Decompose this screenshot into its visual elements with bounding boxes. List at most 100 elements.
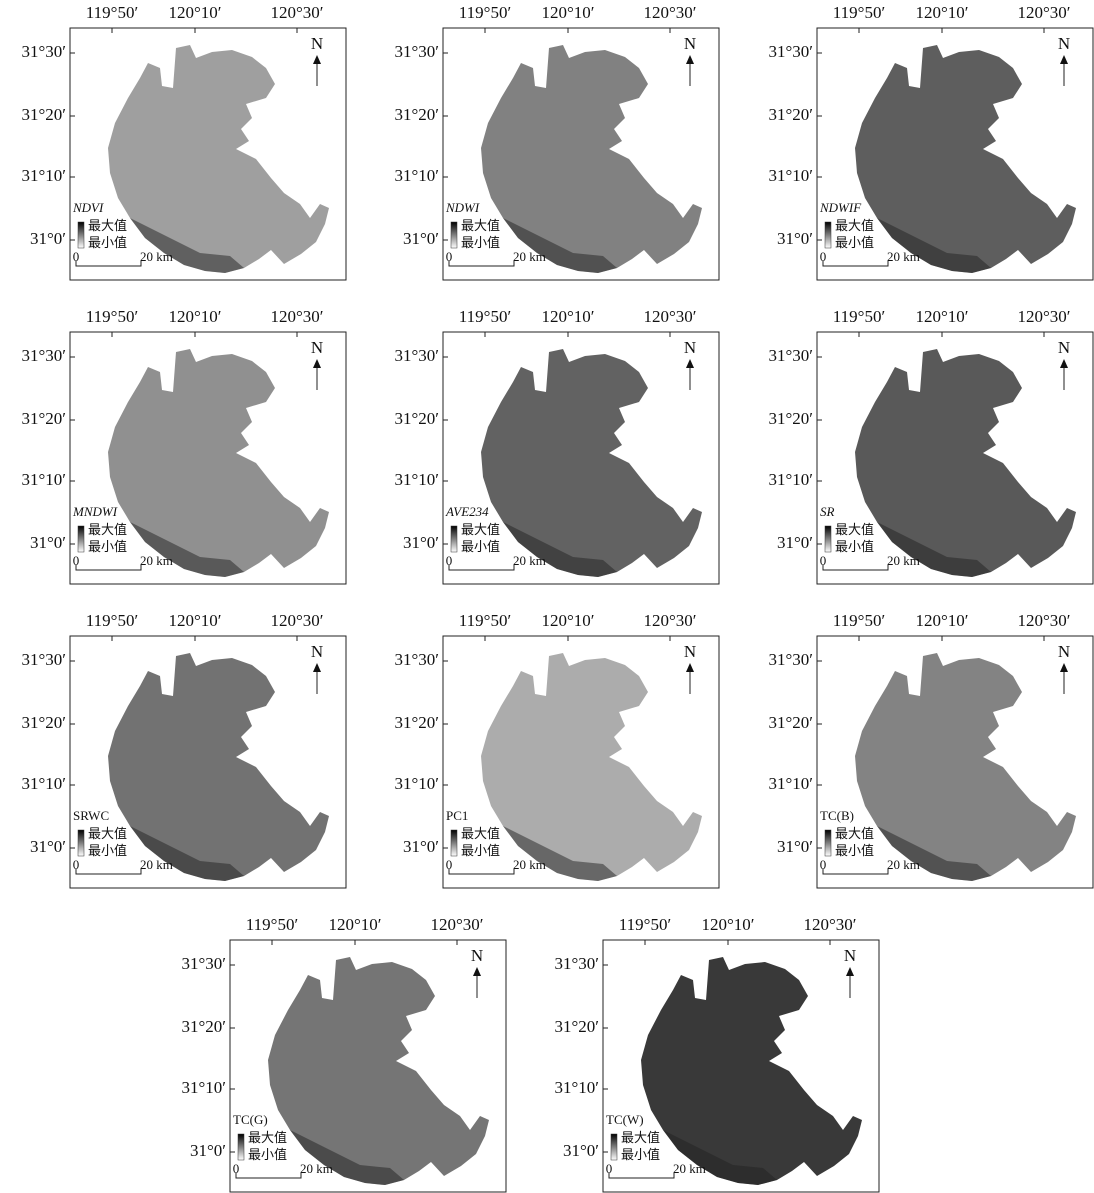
scale-end: 20 km [887,249,920,264]
scale-end: 20 km [673,1161,706,1176]
lat-label: 31°0′ [30,533,66,552]
lat-label: 31°10′ [394,166,439,185]
legend-max: 最大值 [88,826,127,841]
lat-label: 31°0′ [777,837,813,856]
lat-label: 31°20′ [554,1017,599,1036]
north-label: N [1058,338,1070,357]
lat-label: 31°20′ [768,713,813,732]
lon-label: 120°10′ [701,915,754,934]
lon-label: 119°50′ [86,3,138,22]
lat-label: 31°20′ [21,713,66,732]
lon-label: 120°30′ [643,611,696,630]
legend-max: 最大值 [835,826,874,841]
lat-label: 31°10′ [21,470,66,489]
lat-label: 31°0′ [190,1141,226,1160]
lon-label: 119°50′ [833,307,885,326]
legend-min: 最小值 [461,235,500,250]
legend-max: 最大值 [835,522,874,537]
lat-label: 31°30′ [21,42,66,61]
lat-label: 31°20′ [394,713,439,732]
north-label: N [471,946,483,965]
legend-max: 最大值 [88,218,127,233]
legend-ramp [78,526,84,552]
lat-label: 31°0′ [30,837,66,856]
lon-label: 120°10′ [168,611,221,630]
scale-end: 20 km [140,857,173,872]
lon-label: 120°30′ [1017,611,1070,630]
scale-end: 20 km [300,1161,333,1176]
lat-label: 31°30′ [554,954,599,973]
panel-label: NDVI [72,200,104,215]
lat-label: 31°30′ [768,42,813,61]
lat-label: 31°10′ [768,166,813,185]
legend-max: 最大值 [461,522,500,537]
lon-label: 119°50′ [86,611,138,630]
lat-label: 31°0′ [30,229,66,248]
legend-max: 最大值 [621,1130,660,1145]
map-panel: 119°50′120°10′120°30′31°30′31°20′31°10′3… [768,307,1093,584]
legend-ramp [451,222,457,248]
lon-label: 119°50′ [619,915,671,934]
legend-min: 最小值 [835,843,874,858]
lat-label: 31°10′ [768,470,813,489]
legend-ramp [825,830,831,856]
panel-label: SR [820,504,835,519]
lat-label: 31°0′ [777,533,813,552]
legend-min: 最小值 [248,1147,287,1162]
lat-label: 31°10′ [768,774,813,793]
map-panel: 119°50′120°10′120°30′31°30′31°20′31°10′3… [768,3,1093,280]
lat-label: 31°10′ [21,166,66,185]
map-panel: 119°50′ 120°10′ 120°30′ 31°30′ 31°20′ 31°10′ 3… [21,611,346,888]
north-label: N [1058,642,1070,661]
panel-label: PC1 [446,808,468,823]
map-panel: 119°50′120°10′120°30′31°30′31°20′31°10′3… [768,611,1093,888]
panel-label: TC(B) [820,808,854,823]
north-label: N [844,946,856,965]
legend-ramp [451,526,457,552]
lat-label: 31°10′ [181,1078,226,1097]
map-panel: 119°50′120°10′120°30′31°30′31°20′31°10′3… [394,3,719,280]
legend-min: 最小值 [835,539,874,554]
lon-label: 120°30′ [270,3,323,22]
lon-label: 119°50′ [459,307,511,326]
map-panel: 119°50′120°10′120°30′31°30′31°20′31°10′3… [394,611,719,888]
map-panel: 119°50′ 120°10′ 120°30′ 31°30′ 31°20′ 31°10′ 3… [554,915,879,1192]
legend-ramp [238,1134,244,1160]
legend-min: 最小值 [461,539,500,554]
panel-label: MNDWI [72,504,118,519]
lat-label: 31°10′ [394,470,439,489]
scale-end: 20 km [887,553,920,568]
north-label: N [1058,34,1070,53]
legend-ramp [78,222,84,248]
map-panel: 119°50′120°10′120°30′31°30′31°20′31°10′3… [181,915,506,1192]
legend-max: 最大值 [461,218,500,233]
lat-label: 31°0′ [403,533,439,552]
lat-label: 31°0′ [563,1141,599,1160]
lon-label: 119°50′ [833,3,885,22]
lat-label: 31°0′ [777,229,813,248]
lon-label: 120°10′ [915,3,968,22]
lat-label: 31°10′ [554,1078,599,1097]
lon-label: 120°10′ [541,307,594,326]
lon-label: 120°10′ [328,915,381,934]
figure: 119°50′ 120°10′ 120°30′ 31°30′ 31°20′ 31°10′ 3… [0,0,1094,1193]
lat-label: 31°30′ [21,650,66,669]
panel-label: SRWC [73,808,109,823]
legend-max: 最大值 [88,522,127,537]
lat-label: 31°30′ [394,42,439,61]
panel-label: TC(W) [606,1112,644,1127]
legend-min: 最小值 [88,843,127,858]
lat-label: 31°0′ [403,229,439,248]
legend-min: 最小值 [88,235,127,250]
lat-label: 31°0′ [403,837,439,856]
lat-label: 31°10′ [394,774,439,793]
lon-label: 120°30′ [803,915,856,934]
north-label: N [311,642,323,661]
lat-label: 31°10′ [21,774,66,793]
lon-label: 120°10′ [168,307,221,326]
lon-label: 119°50′ [833,611,885,630]
lat-label: 31°20′ [394,105,439,124]
lat-label: 31°20′ [21,409,66,428]
scale-end: 20 km [513,857,546,872]
lon-label: 120°30′ [270,611,323,630]
